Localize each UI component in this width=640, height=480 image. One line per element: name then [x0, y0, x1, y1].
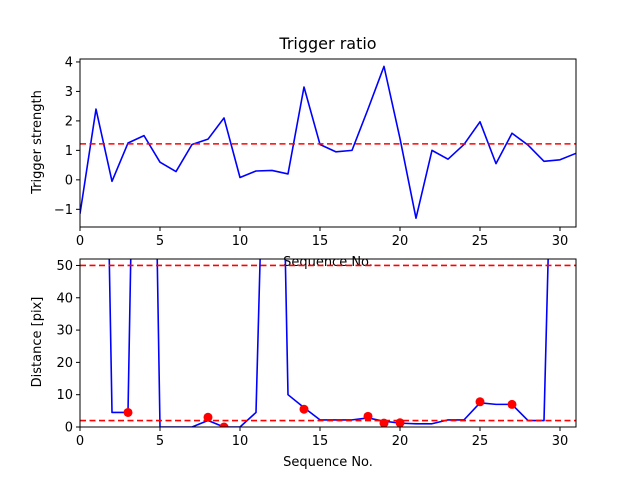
bottom-axes-frame: [79, 258, 577, 428]
top-x-axis-label: Sequence No.: [283, 255, 373, 270]
bottom-data-point: [507, 399, 517, 409]
top-y-tick-label: −1: [54, 203, 73, 218]
bottom-x-tick-label: 20: [392, 434, 409, 449]
top-y-tick-label: 1: [65, 144, 73, 159]
top-y-axis-label: Trigger strength: [30, 90, 45, 195]
top-x-tick-label: 20: [392, 234, 409, 249]
bottom-x-tick-label: 5: [156, 434, 164, 449]
top-axes-frame: [79, 58, 577, 228]
top-axes: Trigger ratio Trigger strength 0 5 10 15 20 2…: [30, 34, 577, 270]
bottom-y-tick-label: 40: [56, 291, 73, 306]
bottom-x-tick-label: 10: [232, 434, 249, 449]
top-chart-title: Trigger ratio: [278, 34, 376, 53]
bottom-axes: Distance [pix] 0 5 10 15 20 25 30 0 10 20 30 40 50 S…: [30, 258, 577, 470]
top-x-tick-label: 15: [312, 234, 329, 249]
bottom-data-point: [363, 411, 373, 421]
top-y-tick-label: 3: [65, 85, 73, 100]
bottom-y-tick-label: 10: [56, 388, 73, 403]
bottom-data-point: [203, 412, 213, 422]
top-series-line: [80, 65, 576, 219]
bottom-y-tick-label: 30: [56, 324, 73, 339]
bottom-x-axis-label: Sequence No.: [283, 455, 373, 470]
top-axis-ticks: 0 5 10 15 20 25 30 −1 0 1 2 3 4: [54, 55, 568, 249]
bottom-x-tick-label: 25: [472, 434, 489, 449]
bottom-y-tick-label: 20: [56, 356, 73, 371]
bottom-data-point: [299, 404, 309, 414]
top-x-tick-label: 10: [232, 234, 249, 249]
bottom-x-tick-label: 15: [312, 434, 329, 449]
top-x-tick-label: 0: [76, 234, 84, 249]
bottom-y-axis-label: Distance [pix]: [30, 297, 45, 388]
top-x-tick-label: 5: [156, 234, 164, 249]
top-y-tick-label: 4: [65, 55, 73, 70]
bottom-y-tick-label: 0: [65, 421, 73, 436]
bottom-plot-area: [79, 258, 577, 428]
top-y-tick-label: 2: [65, 114, 73, 129]
bottom-axis-ticks: 0 5 10 15 20 25 30 0 10 20 30 40 50: [56, 259, 568, 449]
top-x-tick-label: 25: [472, 234, 489, 249]
bottom-x-tick-label: 30: [552, 434, 569, 449]
bottom-data-point: [395, 418, 405, 427]
bottom-data-point: [123, 407, 133, 417]
bottom-x-tick-label: 0: [76, 434, 84, 449]
bottom-data-point: [219, 422, 229, 427]
bottom-data-point: [475, 397, 485, 407]
top-y-tick-label: 0: [65, 173, 73, 188]
top-x-tick-label: 30: [552, 234, 569, 249]
top-plot-area: [79, 58, 577, 228]
bottom-y-tick-label: 50: [56, 259, 73, 274]
